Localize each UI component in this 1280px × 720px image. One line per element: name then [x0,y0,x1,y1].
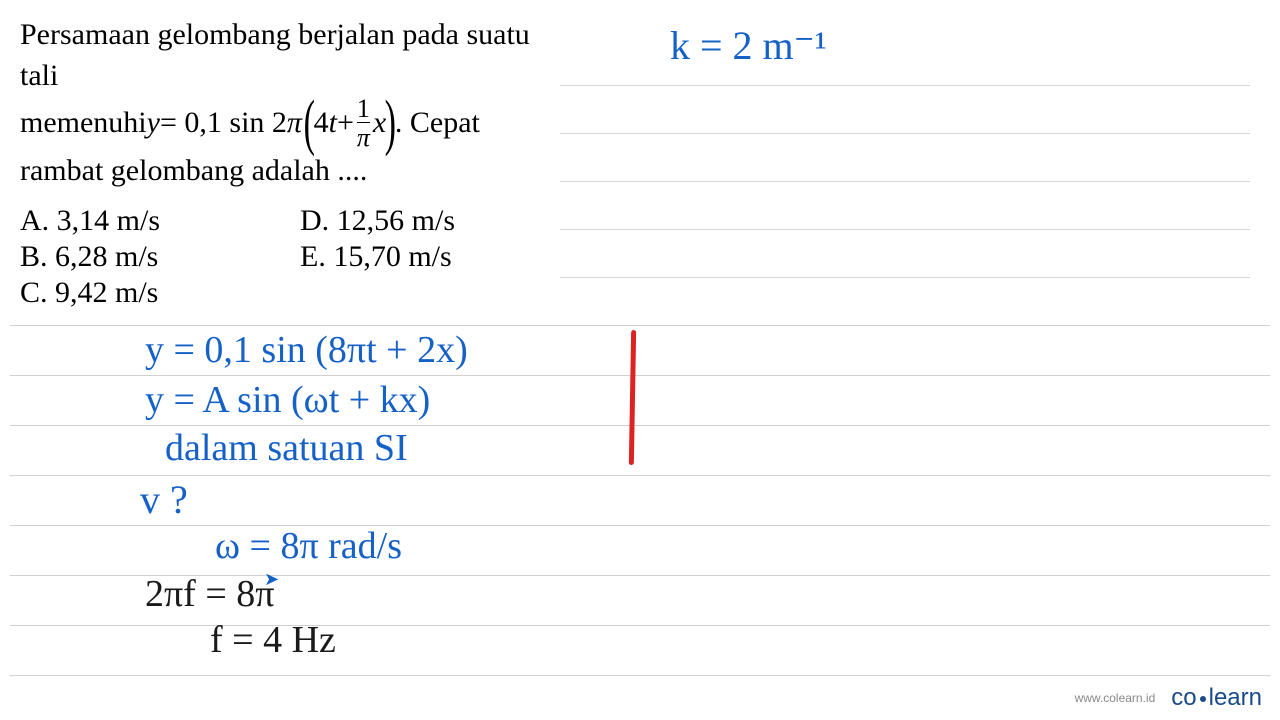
eq-equals: = 0,1 sin 2 [160,103,287,144]
work-line5: ω = 8π rad/s [215,524,402,568]
footer-logo: colearn [1171,684,1262,712]
work-line6: 2πf = 8π [145,572,274,616]
problem-line3: rambat gelombang adalah .... [20,151,560,192]
line2-post: . Cepat [395,103,480,144]
logo-co: co [1171,684,1196,711]
work-line3: dalam satuan SI [165,426,408,470]
eq-t: t [329,103,337,144]
option-b: B. 6,28 m/s [20,240,300,274]
eq-4: 4 [314,103,329,144]
logo-learn: learn [1209,684,1262,711]
problem-statement: Persamaan gelombang berjalan pada suatu … [20,15,560,310]
option-a: A. 3,14 m/s [20,204,300,238]
work-line4: v ? [140,476,188,523]
footer: www.colearn.id colearn [1075,684,1262,712]
work-line1: y = 0,1 sin (8πt + 2x) [145,328,468,372]
line2-pre: memenuhi [20,103,147,144]
eq-pi: π [287,103,302,144]
fraction: 1 π [357,96,370,151]
cursor-icon: ➤ [264,569,279,590]
frac-den: π [357,122,370,151]
option-c: C. 9,42 m/s [20,276,300,310]
paren-open: ( [304,105,315,142]
footer-url: www.colearn.id [1075,691,1156,705]
right-ruled-area [560,85,1260,305]
work-line2: y = A sin (ωt + kx) [145,378,430,422]
problem-line1: Persamaan gelombang berjalan pada suatu … [20,15,560,96]
problem-line2: memenuhi y = 0,1 sin 2 π ( 4 t + 1 π x )… [20,96,560,151]
annotation-k: k = 2 m⁻¹ [670,22,827,69]
option-e: E. 15,70 m/s [300,240,580,274]
options-grid: A. 3,14 m/s D. 12,56 m/s B. 6,28 m/s E. … [20,204,560,310]
eq-y: y [147,103,160,144]
eq-plus: + [337,103,354,144]
option-d: D. 12,56 m/s [300,204,580,238]
work-line7: f = 4 Hz [210,618,336,662]
paren-close: ) [385,105,396,142]
logo-dot-icon [1200,696,1206,702]
frac-num: 1 [357,96,370,122]
